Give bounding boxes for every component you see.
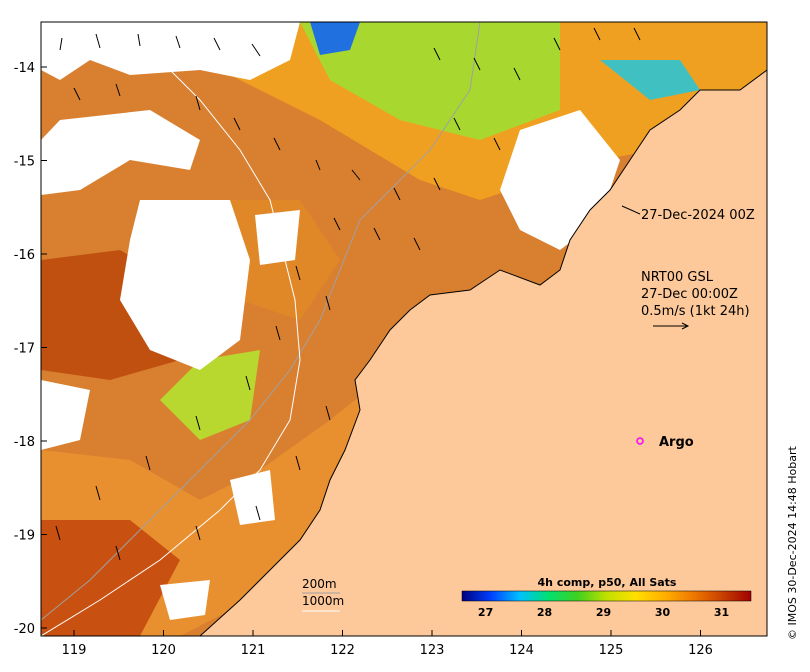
colorbar-tick-label: 27 <box>478 606 493 619</box>
colorbar-gradient <box>461 590 752 602</box>
current-info-line1: NRT00 GSL <box>641 270 714 285</box>
cloud-gap-south2 <box>230 470 275 525</box>
colorbar-title: 4h comp, p50, All Sats <box>538 576 677 589</box>
colorbar-tick-label: 29 <box>596 606 611 619</box>
y-tick-label: -14 <box>14 61 35 76</box>
land-peninsula <box>440 300 510 390</box>
cloud-gap-nw <box>41 110 200 195</box>
cloud-gap-south <box>160 580 210 620</box>
cloud-gap-small <box>255 210 300 265</box>
sst-hot-patch-south <box>41 520 180 636</box>
y-tick-label: -16 <box>14 248 35 263</box>
colorbar-tick-label: 31 <box>714 606 729 619</box>
x-tick-label: 124 <box>509 643 534 658</box>
sst-cool-band <box>300 22 560 140</box>
x-tick-label: 123 <box>420 643 445 658</box>
isobath-legend-1000m: 1000m <box>302 594 344 608</box>
sst-cold-patch-east <box>600 60 700 100</box>
timestamp-label: 27-Dec-2024 00Z <box>641 208 755 223</box>
plot-frame <box>40 21 768 637</box>
y-tick-label: -19 <box>14 529 35 544</box>
x-axis: 119 120 121 122 123 124 125 126 <box>62 630 713 658</box>
cloud-gap-center <box>120 200 250 370</box>
map-plot-area <box>41 22 767 636</box>
sst-green-patch <box>160 350 260 440</box>
current-info-line3: 0.5m/s (1kt 24h) <box>641 304 750 319</box>
argo-marker-icon[interactable] <box>636 437 644 445</box>
x-tick-label: 120 <box>151 643 176 658</box>
y-tick-label: -17 <box>14 342 35 357</box>
coastline <box>199 69 767 636</box>
imos-credit: © IMOS 30-Dec-2024 14:48 Hobart <box>786 446 799 640</box>
x-tick-label: 122 <box>330 643 355 658</box>
x-tick-label: 119 <box>62 643 87 658</box>
colorbar-tick-label: 28 <box>537 606 552 619</box>
y-tick-label: -20 <box>14 622 35 637</box>
y-tick-label: -15 <box>14 155 35 170</box>
y-axis: -14 -15 -16 -17 -18 -19 -20 <box>14 61 47 637</box>
cloud-gap-north <box>41 22 300 80</box>
x-tick-label: 125 <box>599 643 624 658</box>
x-tick-label: 126 <box>688 643 713 658</box>
colorbar: 4h comp, p50, All Sats 27 28 29 30 31 <box>461 576 752 619</box>
isobath-legend-200m: 200m <box>302 577 337 591</box>
current-info-line2: 27-Dec 00:00Z <box>641 287 738 302</box>
current-scale-arrow-icon <box>653 322 690 330</box>
timestamp-leader-line <box>621 205 641 215</box>
x-tick-label: 121 <box>241 643 266 658</box>
isobath-200m <box>41 22 481 621</box>
sst-cold-patch <box>310 22 360 55</box>
argo-label: Argo <box>659 435 694 450</box>
cloud-gap-west <box>41 380 90 450</box>
isobath-1000m <box>41 59 301 636</box>
colorbar-tick-label: 30 <box>655 606 671 619</box>
current-vectors <box>55 27 641 561</box>
y-tick-label: -18 <box>14 435 35 450</box>
